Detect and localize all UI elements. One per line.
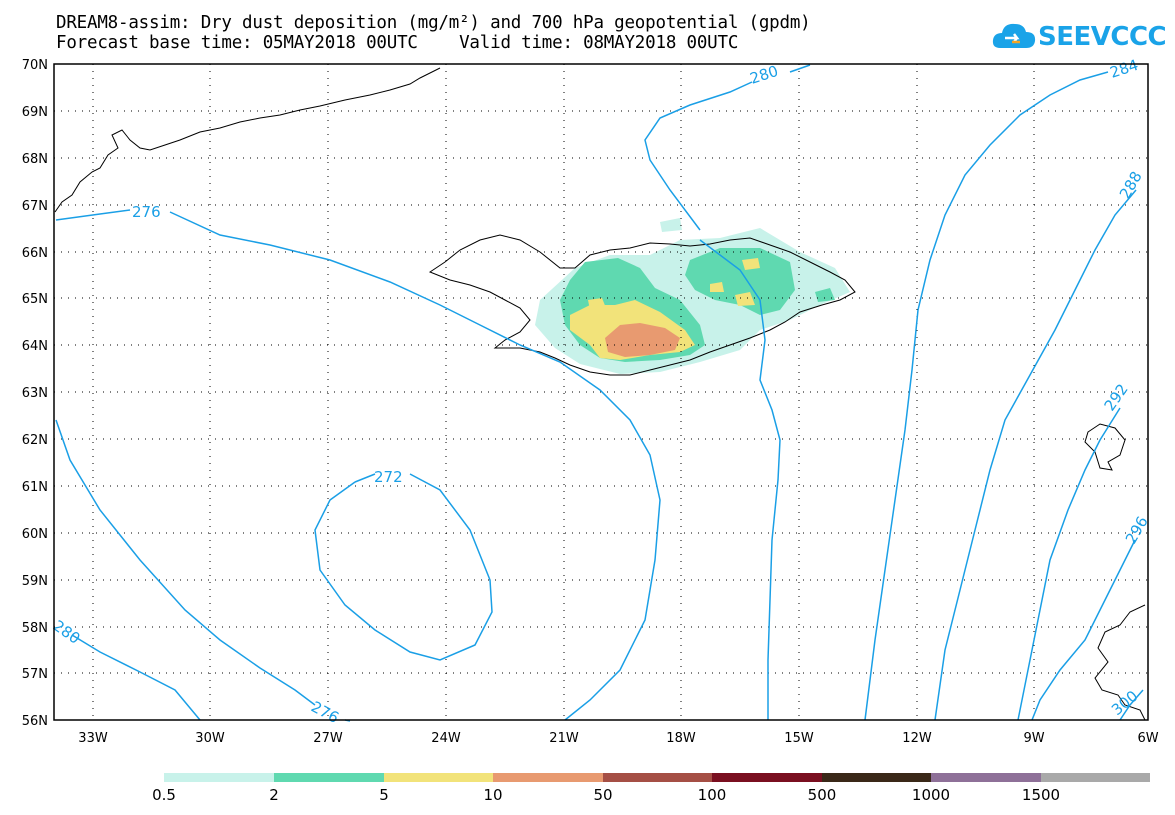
forecast-times: Forecast base time: 05MAY2018 00UTC Vali… — [56, 33, 739, 53]
legend-swatch-1 — [274, 773, 384, 782]
lat-label-58N: 58N — [22, 621, 48, 636]
lat-label-61N: 61N — [22, 480, 48, 495]
lon-label-18W: 18W — [666, 731, 696, 746]
legend-swatch-0 — [164, 773, 274, 782]
contour-label-284: 284 — [1108, 56, 1141, 82]
lat-label-64N: 64N — [22, 339, 48, 354]
contour-label-300: 300 — [1108, 687, 1142, 719]
map-title: DREAM8-assim: Dry dust deposition (mg/m²… — [56, 13, 811, 33]
lon-label-24W: 24W — [431, 731, 461, 746]
geopotential-contours — [55, 64, 1144, 722]
contour-292 — [1017, 407, 1121, 721]
map-frame — [53, 63, 1149, 721]
contour-280-sw — [71, 634, 201, 721]
contour-label-272: 272 — [374, 468, 403, 486]
logo-text: SEEVCCC — [1038, 22, 1167, 52]
lat-label-70N: 70N — [22, 58, 48, 73]
legend-swatch-6 — [822, 773, 931, 782]
lat-label-63N: 63N — [22, 386, 48, 401]
lon-label-27W: 27W — [313, 731, 343, 746]
latitude-axis: 70N 69N 68N 67N 66N 65N 64N 63N 62N 61N … — [22, 58, 48, 729]
contour-280-north — [644, 64, 811, 231]
contour-276-left — [55, 209, 661, 721]
legend-swatch-2 — [384, 773, 493, 782]
legend-swatch-5 — [712, 773, 822, 782]
colorbar-legend: 0.5 2 5 10 50 100 500 1000 1500 — [152, 773, 1150, 804]
legend-label-7: 1000 — [912, 786, 950, 804]
lat-label-68N: 68N — [22, 152, 48, 167]
contour-label-280-sw: 280 — [50, 617, 84, 648]
contour-288 — [934, 189, 1137, 721]
cloud-icon — [992, 23, 1036, 48]
faroe-coast — [1084, 423, 1126, 471]
legend-label-1: 2 — [269, 786, 279, 804]
lon-label-33W: 33W — [78, 731, 108, 746]
legend-label-4: 50 — [593, 786, 612, 804]
contour-296 — [1031, 539, 1136, 721]
contour-276-lower — [55, 419, 351, 722]
legend-swatch-7 — [931, 773, 1041, 782]
dust-level-5-spot3 — [735, 292, 755, 306]
legend-label-8: 1500 — [1022, 786, 1060, 804]
contour-284 — [864, 71, 1109, 721]
lat-label-69N: 69N — [22, 105, 48, 120]
longitude-axis: 33W 30W 27W 24W 21W 18W 15W 12W 9W 6W — [78, 731, 1158, 746]
legend-label-5: 100 — [698, 786, 727, 804]
legend-swatch-8 — [1041, 773, 1150, 782]
lon-label-6W: 6W — [1137, 731, 1158, 746]
lat-label-56N: 56N — [22, 714, 48, 729]
lon-label-15W: 15W — [784, 731, 814, 746]
dust-level-5-spot2 — [710, 282, 724, 292]
dust-level-5-spot1 — [588, 298, 606, 310]
iceland-coast — [428, 234, 856, 376]
legend-swatch-3 — [493, 773, 603, 782]
legend-label-3: 10 — [483, 786, 502, 804]
lat-label-67N: 67N — [22, 199, 48, 214]
contour-label-292: 292 — [1101, 381, 1132, 415]
contour-label-280-top: 280 — [748, 62, 781, 88]
lat-label-66N: 66N — [22, 246, 48, 261]
contour-300 — [1119, 689, 1144, 721]
legend-label-2: 5 — [379, 786, 389, 804]
lon-label-12W: 12W — [902, 731, 932, 746]
scotland-coast — [1094, 604, 1146, 721]
lon-label-21W: 21W — [549, 731, 579, 746]
legend-swatch-4 — [603, 773, 712, 782]
contour-label-276-left: 276 — [132, 203, 161, 221]
contour-272 — [314, 473, 493, 661]
contour-label-276-bottom: 276 — [308, 698, 342, 727]
lon-label-30W: 30W — [195, 731, 225, 746]
dust-level-10 — [605, 323, 680, 357]
dust-deposition-shading — [535, 218, 850, 374]
seevccc-logo: SEEVCCC — [990, 18, 1167, 58]
lon-label-9W: 9W — [1023, 731, 1044, 746]
coastlines — [54, 67, 1146, 721]
greenland-coast — [54, 67, 441, 213]
lat-label-62N: 62N — [22, 433, 48, 448]
dust-level-2-ne — [815, 288, 835, 302]
lat-label-57N: 57N — [22, 667, 48, 682]
contour-280-east — [699, 239, 781, 720]
dust-level-0.5-north — [660, 218, 682, 232]
lat-label-60N: 60N — [22, 527, 48, 542]
legend-label-6: 500 — [808, 786, 837, 804]
contour-label-288: 288 — [1116, 168, 1146, 202]
lat-label-59N: 59N — [22, 574, 48, 589]
lat-label-65N: 65N — [22, 292, 48, 307]
dust-level-5-spot4 — [742, 258, 760, 270]
legend-label-0: 0.5 — [152, 786, 176, 804]
